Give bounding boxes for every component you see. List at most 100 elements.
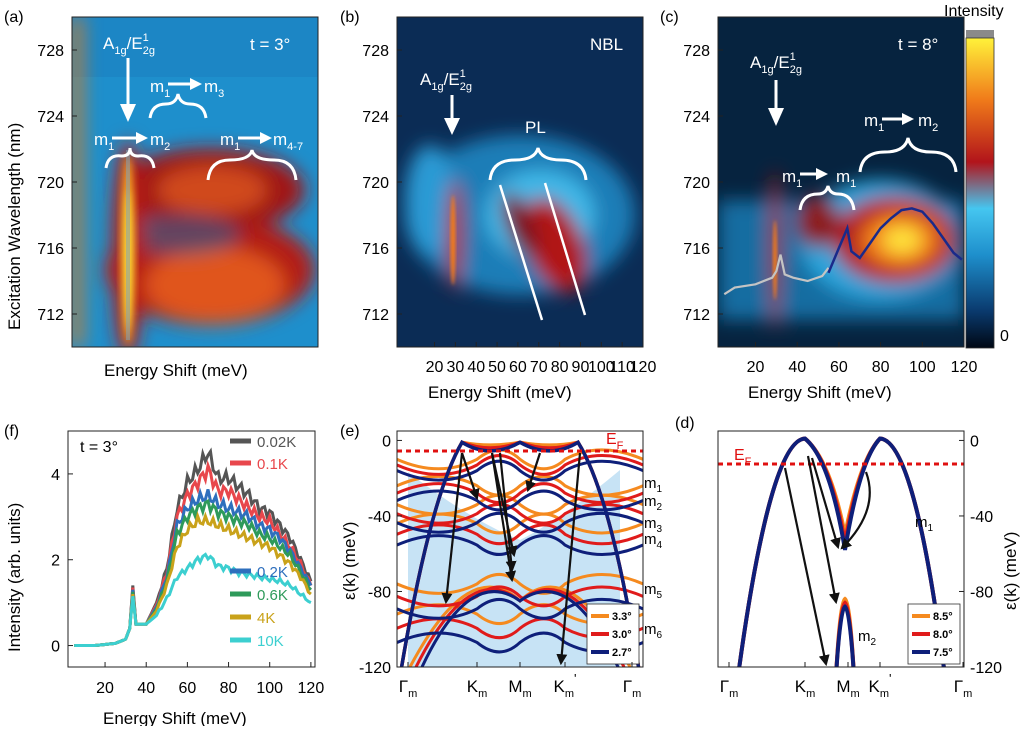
heatmap-a-blob-low-core <box>145 247 285 323</box>
panel-b-xtick-label: 110 <box>609 359 635 376</box>
band-ytick-label: 0 <box>382 433 391 450</box>
band-legend-label: 3.3° <box>612 611 632 623</box>
panel-f-xtick-label: 20 <box>96 680 114 697</box>
panel-f-series <box>74 447 313 647</box>
heatmap-c-trace-gray <box>723 254 830 296</box>
panel-c-x-ticks: 20 40 60 80 100 120 <box>747 342 977 376</box>
band-ytick-label: -120 <box>970 660 1002 677</box>
panel-f-xtick-label: 120 <box>298 680 325 697</box>
panel-b: (b) NBL A1g/E1 2g PL 712 716 720 724 728 20 30… <box>340 9 656 402</box>
panel-d-band-m1-7.5° <box>737 436 946 667</box>
band-legend-label: 8.5° <box>933 611 953 623</box>
panel-d-arrows <box>783 455 871 667</box>
panel-b-label: NBL <box>590 35 623 54</box>
k-point-label: Γm <box>399 677 418 700</box>
panel-c-transition-m1-m1: m1 m1 <box>782 167 856 211</box>
svg-text:m4-7: m4-7 <box>273 130 303 153</box>
panel-d-ylabel: ε(k) (meV) <box>1001 532 1020 610</box>
panel-b-xtick-label: 20 <box>426 359 444 376</box>
k-point-label: Γm <box>954 677 973 700</box>
panel-c-xtick-label: 80 <box>872 359 890 376</box>
colorbar-title: Intensity <box>944 3 1004 20</box>
panel-c-ytick-label: 728 <box>683 43 710 60</box>
panel-f-ytick-label: 0 <box>51 639 60 656</box>
band-legend-label: 2.7° <box>612 647 632 659</box>
panel-e-band-3-3.0° <box>397 502 643 525</box>
panel-f-xtick-label: 80 <box>220 680 238 697</box>
panel-a-ytick-label: 728 <box>37 43 64 60</box>
panel-f-ticks: 20 40 60 80 100 120 0 2 4 <box>51 467 324 697</box>
k-point-label: Mm <box>508 677 531 700</box>
panel-e-band-label: m4 <box>644 531 663 551</box>
svg-text:m1: m1 <box>836 167 856 190</box>
panel-f: 0.02K 0.1K 0.2K 0.6K 4K 10K 20 40 60 80 100 120 0 2 4… <box>4 423 324 728</box>
heatmap-b-mode-core <box>450 195 456 285</box>
heatmap-b-pl-guide-2 <box>543 182 587 316</box>
panel-c-mode-arrowhead <box>768 108 784 126</box>
panel-b-ytick-label: 720 <box>362 175 389 192</box>
panel-e-ticks: 0 -40 -80 -120 Γm Km Mm Km' Γm <box>359 433 641 700</box>
panel-f-series-10K <box>74 552 312 647</box>
panel-a: (a) t = 3° A1g/E1 2g m1 m2 m1 m3 m1 m4-7 <box>4 9 319 380</box>
panel-c-xtick-label: 40 <box>788 359 806 376</box>
colorbar: Intensity 0 <box>944 3 1009 349</box>
panel-b-xtick-label: 50 <box>488 359 506 376</box>
heatmap-c-mode-core <box>773 220 777 300</box>
panel-b-mode-arrowhead <box>444 118 460 135</box>
heatmap-b-blob-left <box>405 145 455 255</box>
panel-f-legend-label: 10K <box>257 633 284 650</box>
panel-e-band-5-2.7° <box>397 597 643 620</box>
band-ytick-label: -120 <box>359 660 391 677</box>
panel-a-mode-arrowhead <box>120 104 136 122</box>
svg-text:m3: m3 <box>204 77 224 100</box>
panel-a-transition-m1-m2: m1 m2 <box>94 130 170 169</box>
heatmap-b <box>397 17 643 347</box>
panel-e-band-label: m3 <box>644 515 663 535</box>
panel-c-xlabel: Energy Shift (meV) <box>748 383 892 402</box>
panel-e-band-label: m1 <box>644 475 663 495</box>
panel-f-ytick-label: 2 <box>51 553 60 570</box>
panel-b-xtick-label: 40 <box>467 359 485 376</box>
heatmap-a-blob-mid-core <box>157 166 267 214</box>
panel-a-tag: (a) <box>4 9 24 26</box>
panel-e-band-5-3.3° <box>397 572 643 595</box>
panel-c-tag: (c) <box>660 9 679 26</box>
panel-f-legend-label: 4K <box>257 610 275 627</box>
panel-b-xtick-label: 60 <box>509 359 527 376</box>
panel-f-xtick-label: 100 <box>256 680 283 697</box>
panel-f-xtick-label: 60 <box>178 680 196 697</box>
panel-f-ytick-label: 4 <box>51 467 60 484</box>
band-legend-label: 3.0° <box>612 629 632 641</box>
panel-e-ylabel: ε(k) (meV) <box>340 522 359 600</box>
panel-b-pl-brace <box>488 147 588 181</box>
panel-c-y-ticks: 712 716 720 724 728 <box>683 43 723 324</box>
colorbar-gradient <box>965 37 995 349</box>
panel-b-xtick-label: 70 <box>530 359 548 376</box>
svg-text:m2: m2 <box>918 111 938 134</box>
band-ytick-label: 0 <box>970 433 979 450</box>
panel-b-xtick-label: 120 <box>630 359 657 376</box>
band-ytick-label: -80 <box>970 584 993 601</box>
panel-b-xtick-label: 90 <box>572 359 590 376</box>
heatmap-c-blob-yellow <box>882 226 922 254</box>
heatmap-a-valley <box>120 215 240 255</box>
panel-f-tag: (f) <box>4 423 19 440</box>
panel-a-mode-label: A1g/E1 2g <box>103 32 155 57</box>
panel-d-legend: 8.5° 8.0° 7.5° <box>907 603 961 665</box>
panel-f-legend-label: 0.2K <box>257 564 288 581</box>
panel-c-ytick-label: 716 <box>683 241 710 258</box>
panel-f-xlabel: Energy Shift (meV) <box>103 709 247 726</box>
heatmap-a-blobs <box>72 17 315 347</box>
panel-d-plot <box>718 436 964 667</box>
panel-e-band-top-2.7° <box>399 439 641 667</box>
panel-d-band-m2-7.5° <box>834 604 856 667</box>
panel-d-frame <box>717 430 965 668</box>
panel-d-band-label-m1: m1 <box>915 514 934 534</box>
svg-text:m1: m1 <box>782 167 802 190</box>
heatmap-c-blob-m1 <box>796 196 840 248</box>
heatmap-a-top-band <box>72 17 318 77</box>
heatmap-a-stripe-line <box>126 150 130 340</box>
